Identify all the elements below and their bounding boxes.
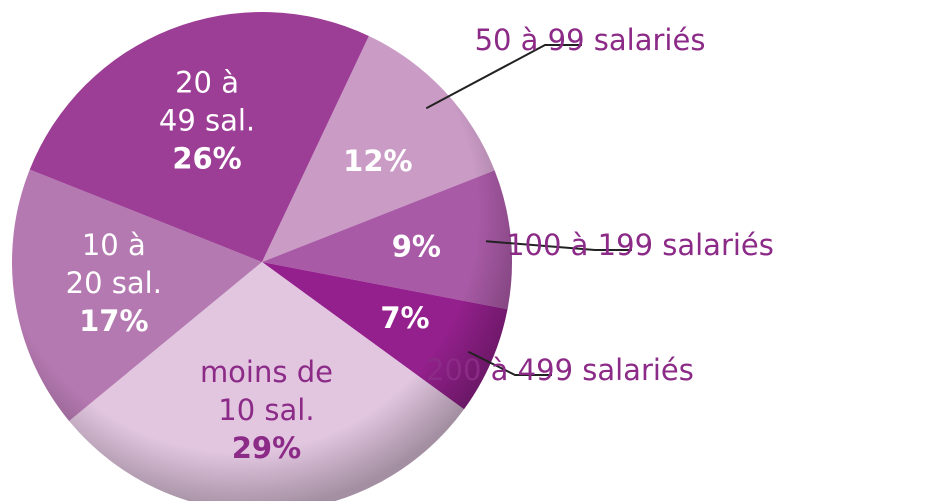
category-label: 49 sal. [159, 103, 255, 137]
category-label: 20 à [175, 65, 239, 99]
category-label: 20 sal. [66, 266, 162, 300]
leader-line [467, 350, 552, 376]
value-label: 29% [232, 431, 301, 465]
category-label: 10 sal. [218, 393, 314, 427]
leader-line [485, 240, 632, 251]
value-label: 9% [392, 230, 441, 264]
category-label: 50 à 99 salariés [475, 23, 706, 57]
value-label: 26% [172, 141, 241, 175]
category-label: 200 à 499 salariés [426, 353, 694, 387]
leader-line [425, 44, 582, 110]
value-label: 12% [343, 144, 412, 178]
category-label: moins de [200, 355, 333, 389]
value-label: 17% [79, 304, 148, 338]
category-label: 10 à [82, 228, 146, 262]
category-label: 100 à 199 salariés [506, 228, 774, 262]
value-label: 7% [380, 301, 429, 335]
